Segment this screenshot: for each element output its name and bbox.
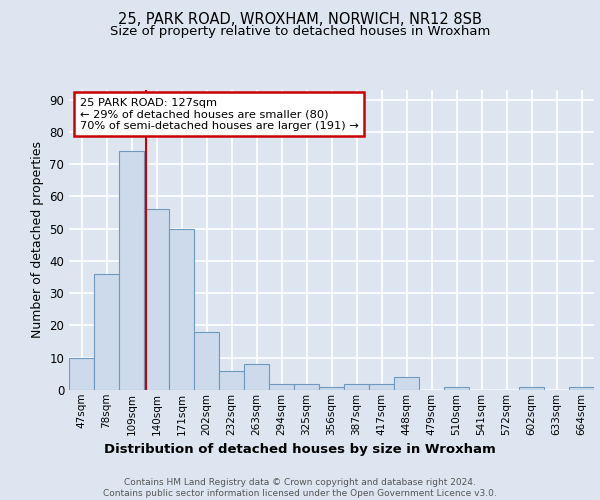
Text: 25, PARK ROAD, WROXHAM, NORWICH, NR12 8SB: 25, PARK ROAD, WROXHAM, NORWICH, NR12 8S… — [118, 12, 482, 28]
Bar — [169, 228, 194, 390]
Text: Contains HM Land Registry data © Crown copyright and database right 2024.
Contai: Contains HM Land Registry data © Crown c… — [103, 478, 497, 498]
Bar — [369, 384, 394, 390]
Bar — [294, 384, 319, 390]
Text: Size of property relative to detached houses in Wroxham: Size of property relative to detached ho… — [110, 25, 490, 38]
Bar — [194, 332, 219, 390]
Text: Distribution of detached houses by size in Wroxham: Distribution of detached houses by size … — [104, 442, 496, 456]
Bar — [244, 364, 269, 390]
Bar — [344, 384, 369, 390]
Bar — [319, 387, 344, 390]
Y-axis label: Number of detached properties: Number of detached properties — [31, 142, 44, 338]
Bar — [569, 387, 594, 390]
Text: 25 PARK ROAD: 127sqm
← 29% of detached houses are smaller (80)
70% of semi-detac: 25 PARK ROAD: 127sqm ← 29% of detached h… — [79, 98, 358, 130]
Bar — [444, 387, 469, 390]
Bar — [144, 210, 169, 390]
Bar — [519, 387, 544, 390]
Bar — [69, 358, 94, 390]
Bar — [219, 370, 244, 390]
Bar — [394, 377, 419, 390]
Bar — [94, 274, 119, 390]
Bar — [269, 384, 294, 390]
Bar — [119, 152, 144, 390]
